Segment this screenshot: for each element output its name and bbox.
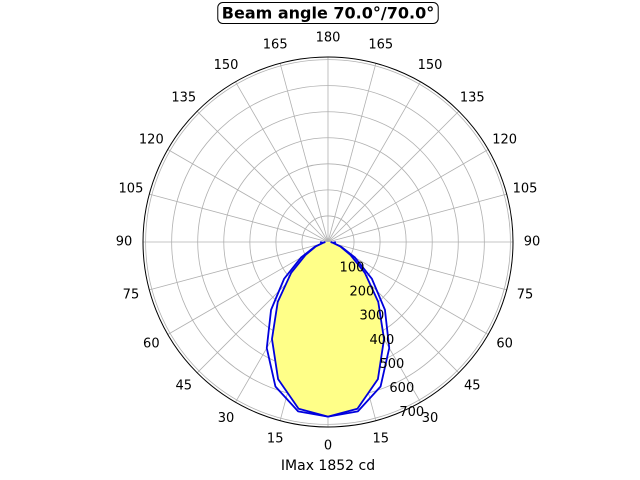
grid-spoke: [167, 149, 329, 243]
theta-tick-label: 120: [139, 133, 164, 148]
grid-spoke: [149, 241, 329, 291]
r-tick-label: 500: [379, 357, 404, 372]
grid-spoke: [327, 63, 377, 243]
theta-tick-label: 180: [316, 31, 341, 46]
theta-tick-label: 105: [119, 182, 144, 197]
theta-tick-label: 60: [143, 337, 160, 352]
grid-spoke: [327, 81, 421, 243]
theta-tick-label: 135: [460, 90, 485, 105]
r-tick-label: 600: [389, 381, 414, 396]
grid-spoke: [327, 241, 507, 291]
theta-tick-label: 135: [171, 90, 196, 105]
theta-tick-label: 45: [175, 379, 192, 394]
grid-spoke: [279, 63, 329, 243]
theta-tick-label: 15: [373, 432, 390, 447]
grid-spoke: [235, 81, 329, 243]
theta-tick-label: 150: [214, 58, 239, 73]
theta-tick-label: 90: [116, 235, 133, 250]
theta-tick-label: 15: [267, 432, 284, 447]
grid-spoke: [149, 193, 329, 243]
r-tick-label: 400: [369, 333, 394, 348]
theta-tick-label: 30: [218, 411, 235, 426]
theta-tick-label: 90: [524, 235, 541, 250]
outer-circle: [142, 56, 514, 428]
grid-spoke: [327, 110, 460, 243]
grid-spoke: [196, 110, 329, 243]
theta-tick-label: 45: [464, 379, 481, 394]
theta-tick-label: 0: [324, 439, 332, 454]
theta-tick-label: 75: [517, 287, 534, 302]
grid-spoke: [327, 193, 507, 243]
theta-tick-label: 105: [513, 182, 538, 197]
theta-tick-label: 120: [492, 133, 517, 148]
chart-title: Beam angle 70.0°/70.0°: [222, 4, 434, 23]
intensity-curve: [271, 241, 385, 418]
theta-tick-label: 60: [496, 337, 513, 352]
grid-spoke: [327, 149, 489, 243]
title-box: [217, 2, 439, 24]
r-tick-label: 100: [340, 261, 365, 276]
r-tick-label: 700: [399, 405, 424, 420]
x-axis-label: IMax 1852 cd: [281, 458, 375, 474]
theta-tick-label: 165: [263, 37, 288, 52]
theta-tick-label: 150: [418, 58, 443, 73]
theta-tick-label: 165: [368, 37, 393, 52]
r-tick-label: 300: [359, 309, 384, 324]
theta-tick-label: 75: [123, 287, 140, 302]
theta-tick-label: 30: [422, 411, 439, 426]
r-tick-label: 200: [350, 285, 375, 300]
